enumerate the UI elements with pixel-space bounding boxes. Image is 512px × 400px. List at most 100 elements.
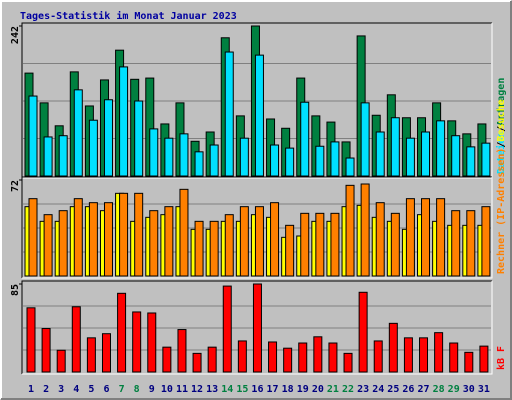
bar — [466, 146, 476, 177]
bar — [434, 332, 444, 373]
bar — [405, 198, 415, 277]
x-tick-label: 17 — [267, 384, 279, 395]
bar — [222, 285, 232, 373]
bar — [270, 144, 280, 177]
legend-entry: Anfragen — [496, 78, 507, 126]
x-tick-label: 5 — [88, 384, 94, 395]
x-tick-label: 7 — [119, 384, 125, 395]
bar — [28, 198, 38, 277]
x-tick-label: 19 — [297, 384, 309, 395]
bar — [164, 137, 174, 177]
legend-entry: Besuche — [496, 99, 507, 141]
bar — [179, 133, 189, 177]
bar — [421, 198, 431, 277]
y-tick-label: 242 — [10, 26, 21, 44]
bar — [449, 342, 459, 373]
x-tick-label: 23 — [357, 384, 369, 395]
bar — [132, 311, 142, 373]
x-tick-label: 10 — [161, 384, 173, 395]
x-tick-label: 6 — [103, 384, 109, 395]
bar — [360, 102, 370, 177]
bar — [194, 151, 204, 177]
bar — [252, 283, 262, 373]
x-tick-label: 22 — [342, 384, 354, 395]
bar — [375, 202, 385, 277]
bar — [209, 144, 219, 177]
legend: kB F — [496, 346, 507, 370]
bar — [179, 188, 189, 277]
y-tick-label: 72 — [10, 180, 21, 192]
bar — [164, 206, 174, 277]
bar — [56, 349, 66, 373]
bar — [134, 192, 144, 277]
x-tick-label: 9 — [149, 384, 155, 395]
legend-entry: Dateien — [495, 132, 507, 174]
bar — [345, 157, 355, 177]
bar — [330, 141, 340, 177]
x-tick-label: 25 — [387, 384, 399, 395]
bar — [481, 206, 491, 277]
bar — [466, 210, 476, 277]
bar — [358, 291, 368, 373]
bar — [270, 202, 280, 277]
bar — [268, 341, 278, 373]
bar — [464, 351, 474, 373]
bar — [73, 198, 83, 277]
bar — [479, 345, 489, 373]
x-tick-label: 2 — [43, 384, 49, 395]
bar — [300, 101, 310, 177]
bar — [207, 346, 217, 373]
bar — [88, 119, 98, 177]
bar — [28, 95, 38, 177]
bar — [343, 352, 353, 373]
bar — [313, 336, 323, 373]
x-tick-label: 1 — [28, 384, 34, 395]
bar — [345, 184, 355, 277]
bar — [43, 136, 53, 177]
bar — [149, 128, 159, 177]
bar — [360, 183, 370, 277]
bar — [43, 214, 53, 277]
x-tick-label: 18 — [282, 384, 294, 395]
x-tick-label: 3 — [58, 384, 64, 395]
bar — [239, 137, 249, 177]
bar — [254, 206, 264, 277]
bar — [58, 210, 68, 277]
bar — [194, 220, 204, 277]
bar — [328, 342, 338, 373]
x-tick-label: 12 — [191, 384, 203, 395]
bar — [300, 212, 310, 277]
panel-border-light — [22, 281, 493, 375]
bar — [254, 54, 264, 177]
bar — [283, 347, 293, 373]
bar — [71, 306, 81, 373]
x-tick-label: 31 — [478, 384, 490, 395]
bar — [209, 220, 219, 277]
x-tick-label: 29 — [448, 384, 460, 395]
legend: Dateien/Anfragen — [495, 78, 507, 174]
bar — [315, 145, 325, 177]
bar — [177, 329, 187, 373]
panel-border-light — [22, 177, 493, 279]
bar — [330, 212, 340, 277]
bar — [285, 224, 295, 277]
chart-title: Tages-Statistik im Monat Januar 2023 — [20, 10, 237, 22]
bar — [237, 340, 247, 373]
legend: Rechner (IP-Adressen)/Besuche — [496, 99, 507, 274]
bar — [58, 135, 68, 177]
bar — [147, 312, 157, 373]
x-tick-label: 4 — [73, 384, 79, 395]
bar — [315, 212, 325, 277]
bar — [149, 210, 159, 277]
bar — [405, 137, 415, 177]
x-tick-label: 13 — [206, 384, 218, 395]
bar — [451, 210, 461, 277]
bar — [41, 328, 51, 373]
bar — [298, 342, 308, 373]
bar — [403, 337, 413, 373]
bar — [88, 202, 98, 277]
bar — [285, 147, 295, 177]
